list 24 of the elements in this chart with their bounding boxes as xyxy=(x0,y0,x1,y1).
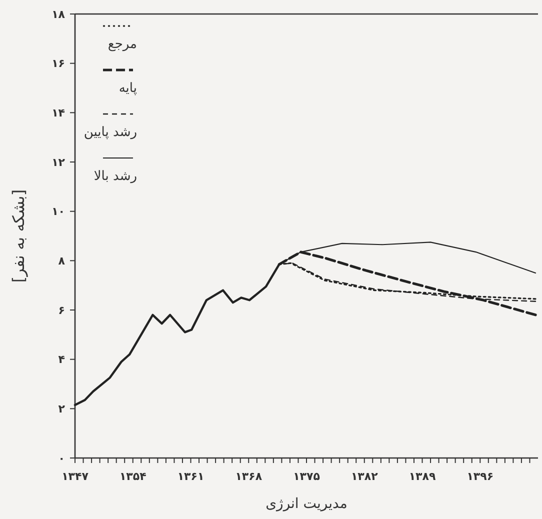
legend-label: پایه xyxy=(118,81,138,96)
x-tick-label: ۱۳۵۴ xyxy=(119,470,147,483)
y-tick-label: ۶ xyxy=(58,304,65,317)
y-tick-label: ۰ xyxy=(58,452,65,465)
x-tick-label: ۱۳۸۹ xyxy=(408,470,436,483)
x-tick-label: ۱۳۸۲ xyxy=(350,470,378,483)
y-tick-label: ۱۸ xyxy=(52,8,66,21)
y-tick-label: ۲ xyxy=(58,402,66,416)
y-tick-label: ۸ xyxy=(58,254,66,268)
x-axis-title: مدیریت انرژی xyxy=(266,496,348,512)
x-tick-label: ۱۳۶۱ xyxy=(177,470,204,483)
x-tick-label: ۱۳۷۵ xyxy=(293,470,320,483)
y-tick-label: ۱۶ xyxy=(52,57,65,70)
y-tick-label: ۱۲ xyxy=(52,156,66,169)
legend-label: رشد بالا xyxy=(94,169,137,184)
y-tick-label: ۱۴ xyxy=(52,106,66,120)
y-tick-label: ۴ xyxy=(58,353,66,366)
y-axis-title: [بشکه به نفر] xyxy=(9,189,28,283)
x-tick-label: ۱۳۹۶ xyxy=(466,470,494,483)
y-tick-label: ۱۰ xyxy=(52,205,65,218)
legend-label: رشد پایین xyxy=(84,125,137,140)
legend-label: مرجع xyxy=(108,37,137,52)
x-tick-label: ۱۳۴۷ xyxy=(62,470,89,483)
x-tick-label: ۱۳۶۸ xyxy=(235,470,262,483)
